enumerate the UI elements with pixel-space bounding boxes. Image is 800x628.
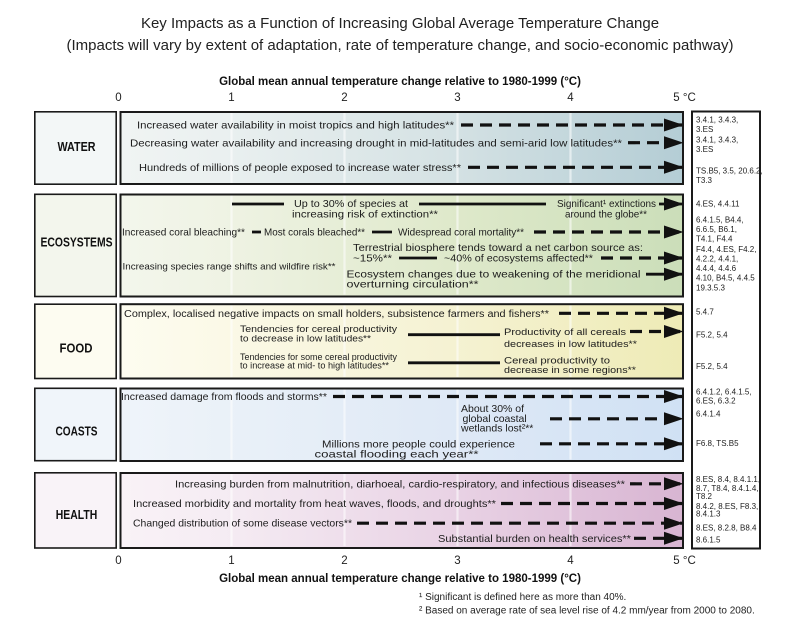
- svg-text:2: 2: [341, 92, 347, 104]
- svg-text:8.6.1.5: 8.6.1.5: [696, 536, 721, 545]
- svg-text:0: 0: [115, 92, 121, 104]
- svg-text:5 °C: 5 °C: [673, 92, 696, 104]
- svg-text:F6.8, TS.B5: F6.8, TS.B5: [696, 439, 739, 448]
- svg-text:Global mean annual temperature: Global mean annual temperature change re…: [219, 76, 581, 88]
- svg-text:Increasing burden from malnutr: Increasing burden from malnutrition, dia…: [175, 478, 625, 490]
- svg-text:COASTS: COASTS: [56, 424, 98, 439]
- svg-text:Decreasing water availability: Decreasing water availability and increa…: [130, 137, 622, 149]
- svg-text:to decrease in low latitudes**: to decrease in low latitudes**: [240, 334, 371, 345]
- svg-text:Cereal productivity to: Cereal productivity to: [504, 356, 610, 367]
- svg-text:Increased damage from floods a: Increased damage from floods and storms*…: [121, 391, 327, 403]
- svg-text:5 °C: 5 °C: [673, 555, 696, 567]
- svg-text:ECOSYSTEMS: ECOSYSTEMS: [41, 234, 113, 249]
- svg-text:Complex, localised negative im: Complex, localised negative impacts on s…: [124, 309, 549, 320]
- svg-text:T8.2: T8.2: [696, 492, 713, 501]
- svg-text:0: 0: [115, 555, 121, 567]
- svg-text:6.4.1.5, B4.4,: 6.4.1.5, B4.4,: [696, 215, 744, 224]
- svg-text:T4.1, F4.4: T4.1, F4.4: [696, 235, 733, 244]
- svg-text:global coastal: global coastal: [463, 413, 527, 425]
- svg-text:8.7, T8.4, 8.4.1.4,: 8.7, T8.4, 8.4.1.4,: [696, 484, 759, 493]
- svg-text:Up to 30% of species at: Up to 30% of species at: [294, 198, 408, 210]
- svg-text:around the globe**: around the globe**: [565, 209, 647, 221]
- svg-text:1: 1: [228, 92, 234, 104]
- svg-text:overturning circulation**: overturning circulation**: [347, 278, 479, 290]
- svg-text:3.4.1, 3.4.3,: 3.4.1, 3.4.3,: [696, 116, 738, 125]
- svg-text:6.6.5, B6.1,: 6.6.5, B6.1,: [696, 225, 737, 234]
- svg-text:increasing risk of extinction*: increasing risk of extinction**: [292, 209, 438, 221]
- svg-text:F5.2, 5.4: F5.2, 5.4: [696, 362, 728, 371]
- svg-text:Widespread coral mortality**: Widespread coral mortality**: [398, 227, 524, 239]
- svg-text:decrease in some regions**: decrease in some regions**: [504, 365, 636, 376]
- svg-text:decreases in low latitudes**: decreases in low latitudes**: [504, 339, 637, 350]
- svg-text:4.10, B4.5, 4.4.5: 4.10, B4.5, 4.4.5: [696, 274, 755, 283]
- svg-text:Ecosystem changes due to weake: Ecosystem changes due to weakening of th…: [347, 268, 641, 280]
- svg-text:² Based on average rate of sea: ² Based on average rate of sea level ris…: [419, 606, 755, 617]
- svg-text:4.2.2, 4.4.1,: 4.2.2, 4.4.1,: [696, 255, 738, 264]
- svg-text:WATER: WATER: [58, 139, 96, 154]
- svg-text:Significant¹ extinctions: Significant¹ extinctions: [557, 198, 656, 210]
- svg-text:19.3.5.3: 19.3.5.3: [696, 283, 725, 292]
- svg-text:Tendencies for some cereal pro: Tendencies for some cereal productivity: [240, 352, 398, 362]
- svg-text:6.ES, 6.3.2: 6.ES, 6.3.2: [696, 396, 736, 405]
- svg-text:TS.B5, 3.5, 20.6.2,: TS.B5, 3.5, 20.6.2,: [696, 167, 763, 176]
- svg-text:Changed distribution of some d: Changed distribution of some disease vec…: [133, 518, 352, 530]
- svg-text:Increased coral bleaching**: Increased coral bleaching**: [122, 227, 245, 239]
- svg-text:3: 3: [454, 92, 460, 104]
- svg-text:~40% of ecosystems affected**: ~40% of ecosystems affected**: [444, 252, 593, 264]
- svg-text:About 30% of: About 30% of: [461, 403, 524, 415]
- svg-text:3.ES: 3.ES: [696, 125, 713, 134]
- svg-text:¹ Significant is defined here: ¹ Significant is defined here as more th…: [419, 592, 626, 603]
- svg-text:Millions more people could exp: Millions more people could experience: [322, 438, 515, 450]
- svg-text:1: 1: [228, 555, 234, 567]
- svg-text:Global mean annual temperature: Global mean annual temperature change re…: [219, 573, 581, 585]
- svg-text:HEALTH: HEALTH: [56, 507, 98, 522]
- svg-text:3.4.1, 3.4.3,: 3.4.1, 3.4.3,: [696, 136, 738, 145]
- svg-text:Substantial burden on health s: Substantial burden on health services**: [438, 533, 631, 545]
- svg-text:5.4.7: 5.4.7: [696, 307, 714, 316]
- svg-text:T3.3: T3.3: [696, 176, 713, 185]
- svg-text:FOOD: FOOD: [60, 341, 93, 356]
- svg-text:Productivity of all cereals: Productivity of all cereals: [504, 327, 626, 338]
- svg-text:wetlands lost²**: wetlands lost²**: [460, 423, 533, 435]
- svg-text:2: 2: [341, 555, 347, 567]
- svg-text:8.4.2, 8.ES, F8.3,: 8.4.2, 8.ES, F8.3,: [696, 502, 758, 511]
- svg-text:6.4.1.2, 6.4.1.5,: 6.4.1.2, 6.4.1.5,: [696, 388, 752, 397]
- svg-text:Terrestrial biosphere tends to: Terrestrial biosphere tends toward a net…: [353, 242, 643, 254]
- svg-text:Increasing species range shift: Increasing species range shifts and wild…: [123, 262, 336, 273]
- svg-text:F4.4, 4.ES, F4.2,: F4.4, 4.ES, F4.2,: [696, 245, 756, 254]
- svg-text:Hundreds of millions of people: Hundreds of millions of people exposed t…: [139, 162, 461, 174]
- svg-text:coastal flooding each year**: coastal flooding each year**: [315, 449, 479, 461]
- svg-text:6.4.1.4: 6.4.1.4: [696, 410, 721, 419]
- svg-text:F5.2, 5.4: F5.2, 5.4: [696, 330, 728, 339]
- svg-text:8.4.1.3: 8.4.1.3: [696, 509, 721, 518]
- svg-text:3: 3: [454, 555, 460, 567]
- svg-text:Most corals bleached**: Most corals bleached**: [264, 227, 365, 239]
- svg-text:3.ES: 3.ES: [696, 145, 713, 154]
- svg-text:4: 4: [567, 92, 574, 104]
- svg-text:8.ES, 8.2.8, B8.4: 8.ES, 8.2.8, B8.4: [696, 523, 757, 532]
- svg-text:Increased morbidity and mortal: Increased morbidity and mortality from h…: [133, 498, 496, 510]
- svg-text:Key Impacts as a Function of I: Key Impacts as a Function of Increasing …: [141, 15, 659, 32]
- svg-text:Increased water availability i: Increased water availability in moist tr…: [137, 120, 454, 132]
- svg-text:4.4.4, 4.4.6: 4.4.4, 4.4.6: [696, 264, 737, 273]
- svg-text:4.ES, 4.4.11: 4.ES, 4.4.11: [696, 200, 740, 209]
- svg-text:(Impacts will vary by extent o: (Impacts will vary by extent of adaptati…: [66, 37, 733, 54]
- svg-text:Tendencies for cereal producti: Tendencies for cereal productivity: [240, 324, 397, 335]
- svg-text:8.ES, 8.4, 8.4.1.1,: 8.ES, 8.4, 8.4.1.1,: [696, 475, 760, 484]
- svg-text:4: 4: [567, 555, 574, 567]
- svg-text:to increase at mid- to high la: to increase at mid- to high latitudes**: [240, 361, 390, 371]
- svg-text:~15%**: ~15%**: [353, 252, 392, 264]
